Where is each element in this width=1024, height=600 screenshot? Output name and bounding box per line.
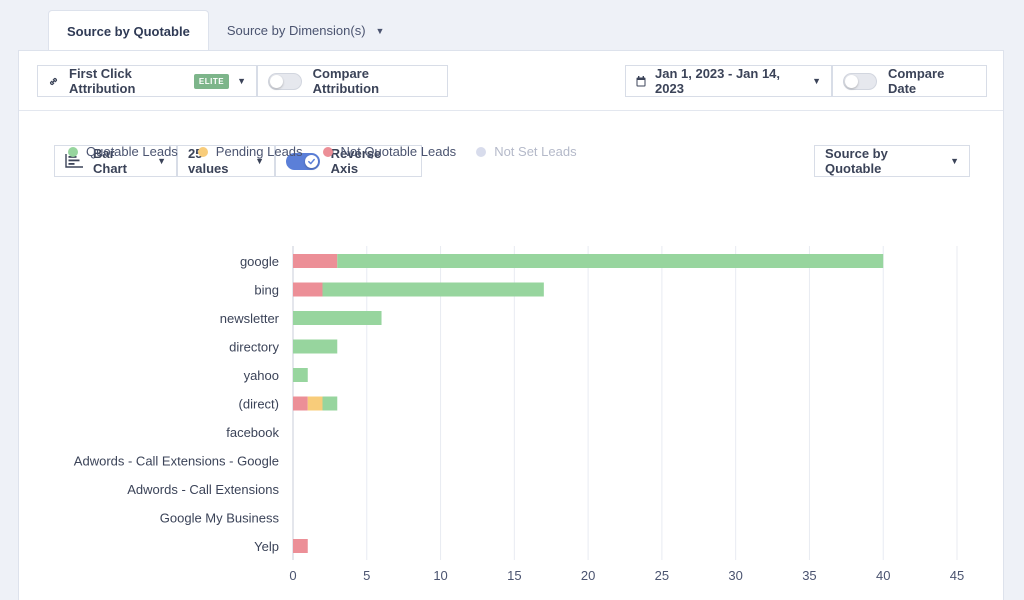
- legend-label: Not Quotable Leads: [340, 144, 457, 159]
- x-tick-label: 20: [581, 568, 595, 583]
- y-tick-label: google: [240, 254, 279, 269]
- caret-down-icon: ▼: [157, 156, 166, 166]
- legend-label: Quotable Leads: [86, 144, 178, 159]
- bar-segment-quotable[interactable]: [293, 339, 338, 354]
- legend-item-pending[interactable]: Pending Leads: [197, 144, 303, 159]
- bar-segment-quotable[interactable]: [293, 311, 382, 325]
- calendar-icon: [636, 75, 646, 87]
- group-by-label: Source by Quotable: [825, 146, 888, 176]
- tab-source-by-dimensions[interactable]: Source by Dimension(s) ▼: [209, 10, 403, 51]
- toggle-switch[interactable]: [843, 72, 877, 90]
- bar-segment-quotable[interactable]: [293, 368, 308, 382]
- x-tick-label: 0: [289, 568, 296, 583]
- reverse-axis-label: Reverse Axis: [330, 146, 382, 176]
- link-icon: [48, 76, 59, 87]
- caret-down-icon: ▼: [375, 25, 385, 36]
- x-tick-label: 10: [433, 568, 447, 583]
- legend-swatch: [197, 146, 208, 157]
- caret-down-icon: ▼: [812, 76, 821, 86]
- x-tick-label: 35: [802, 568, 816, 583]
- y-tick-label: newsletter: [220, 311, 280, 326]
- y-tick-label: Yelp: [254, 539, 279, 554]
- report-toolbar: First Click Attribution ELITE ▼ Compare …: [19, 51, 1003, 111]
- compare-date-label: Compare Date: [887, 66, 945, 96]
- tab-bar: Source by Quotable Source by Dimension(s…: [48, 10, 402, 51]
- date-range-picker[interactable]: Jan 1, 2023 - Jan 14, 2023 ▼: [625, 65, 832, 97]
- legend-swatch: [68, 146, 78, 157]
- legend-swatch: [476, 146, 487, 157]
- check-icon: [307, 158, 315, 164]
- caret-down-icon: ▼: [237, 76, 246, 86]
- tab-label: Source by Dimension(s): [226, 23, 366, 38]
- attribution-label: First Click Attribution: [69, 66, 136, 96]
- attribution-dropdown[interactable]: First Click Attribution ELITE ▼: [37, 65, 257, 97]
- legend-item-quotable[interactable]: Quotable Leads: [68, 144, 178, 159]
- caret-down-icon: ▼: [950, 156, 959, 166]
- tab-source-by-quotable[interactable]: Source by Quotable: [48, 10, 209, 51]
- group-by-dropdown[interactable]: Source by Quotable ▼: [814, 145, 970, 177]
- reverse-axis-toggle[interactable]: Reverse Axis: [275, 145, 422, 177]
- x-tick-label: 25: [655, 568, 669, 583]
- bar-segment-not-quotable[interactable]: [293, 254, 338, 268]
- bar-segment-not-quotable[interactable]: [293, 282, 323, 297]
- elite-badge: ELITE: [193, 73, 230, 89]
- y-tick-label: Adwords - Call Extensions: [127, 482, 279, 497]
- x-tick-label: 45: [950, 568, 964, 583]
- toggle-switch[interactable]: [268, 72, 302, 90]
- y-tick-label: facebook: [226, 425, 279, 440]
- date-range-label: Jan 1, 2023 - Jan 14, 2023: [655, 66, 781, 96]
- bar-segment-quotable[interactable]: [322, 282, 544, 297]
- bar-segment-not-quotable[interactable]: [293, 396, 308, 411]
- bar-segment-not-quotable[interactable]: [293, 539, 308, 553]
- y-tick-label: Adwords - Call Extensions - Google: [74, 454, 279, 469]
- bar-chart-icon: [65, 154, 84, 168]
- toggle-switch[interactable]: [286, 152, 320, 170]
- bar-segment-quotable[interactable]: [337, 254, 884, 268]
- values-count-dropdown[interactable]: 25 values ▼: [177, 145, 275, 177]
- compare-attribution-toggle[interactable]: Compare Attribution: [257, 65, 448, 97]
- bar-segment-quotable[interactable]: [322, 396, 338, 411]
- y-tick-label: (direct): [239, 397, 279, 412]
- x-tick-label: 15: [507, 568, 521, 583]
- toggle-knob: [845, 74, 858, 88]
- chart-type-label: Bar Chart: [93, 146, 127, 176]
- tab-label: Source by Quotable: [67, 23, 190, 39]
- legend-item-not-quotable[interactable]: Not Quotable Leads: [322, 144, 457, 159]
- toggle-knob: [304, 154, 318, 168]
- toggle-knob: [270, 74, 283, 88]
- x-tick-label: 5: [363, 568, 370, 583]
- report-panel: First Click Attribution ELITE ▼ Compare …: [18, 50, 1004, 600]
- bar-segment-pending[interactable]: [307, 396, 323, 411]
- legend-item-not-set[interactable]: Not Set Leads: [476, 144, 577, 159]
- caret-down-icon: ▼: [255, 156, 264, 166]
- legend-label: Pending Leads: [215, 144, 303, 159]
- compare-attribution-label: Compare Attribution: [312, 66, 380, 96]
- x-tick-label: 40: [876, 568, 890, 583]
- legend-swatch: [322, 146, 333, 157]
- y-tick-label: Google My Business: [160, 511, 280, 526]
- chart-legend: Quotable Leads Pending Leads Not Quotabl…: [68, 144, 597, 159]
- y-tick-label: bing: [254, 283, 279, 298]
- chart-type-dropdown[interactable]: Bar Chart ▼: [54, 145, 177, 177]
- y-tick-label: directory: [229, 340, 279, 355]
- compare-date-toggle[interactable]: Compare Date: [832, 65, 987, 97]
- x-tick-label: 30: [728, 568, 742, 583]
- y-tick-label: yahoo: [244, 368, 279, 383]
- legend-label: Not Set Leads: [494, 144, 577, 159]
